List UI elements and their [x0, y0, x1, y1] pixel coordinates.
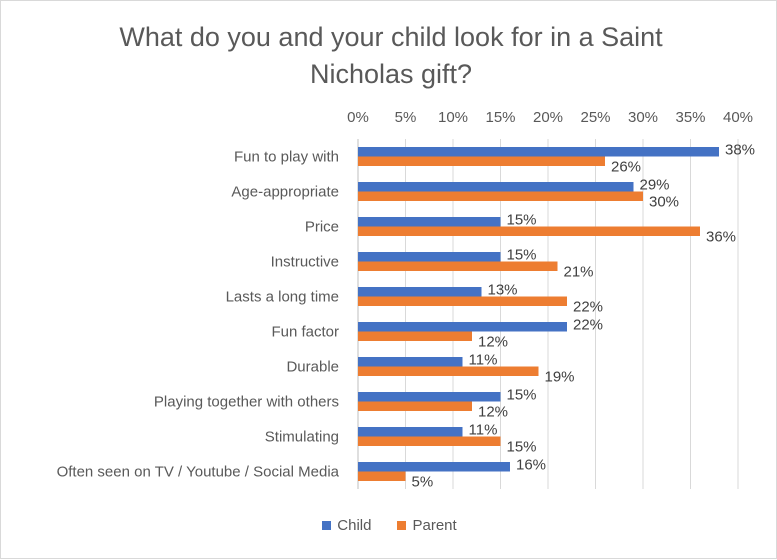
- x-tick-label: 15%: [485, 109, 515, 126]
- bar-child: [358, 322, 567, 332]
- data-label-child: 15%: [507, 387, 537, 404]
- chart-title: What do you and your child look for in a…: [119, 22, 663, 89]
- data-label-parent: 22%: [573, 299, 603, 316]
- bar-parent: [358, 366, 539, 376]
- legend-label-child: Child: [337, 517, 372, 534]
- bar-child: [358, 147, 719, 157]
- category-label: Playing together with others: [154, 394, 339, 411]
- bar-parent: [358, 226, 700, 236]
- data-label-child: 11%: [469, 422, 498, 439]
- data-label-parent: 12%: [478, 334, 508, 351]
- bar-parent: [358, 156, 605, 166]
- data-label-parent: 19%: [545, 369, 575, 386]
- category-label: Age-appropriate: [231, 184, 339, 201]
- category-label: Lasts a long time: [226, 289, 339, 306]
- x-tick-label: 10%: [438, 109, 468, 126]
- bar-parent: [358, 296, 567, 306]
- bar-child: [358, 182, 634, 192]
- bar-child: [358, 392, 501, 402]
- bar-child: [358, 217, 501, 227]
- category-label: Price: [305, 219, 339, 236]
- data-label-parent: 36%: [706, 229, 736, 246]
- category-label: Often seen on TV / Youtube / Social Medi…: [57, 464, 340, 481]
- category-label: Fun factor: [271, 324, 339, 341]
- bar-parent: [358, 261, 558, 271]
- bar-child: [358, 357, 463, 367]
- bar-parent: [358, 191, 643, 201]
- bar-child: [358, 462, 510, 472]
- data-label-parent: 21%: [564, 264, 594, 281]
- legend-swatch-child: [322, 521, 332, 530]
- data-label-child: 15%: [507, 212, 537, 229]
- bar-child: [358, 252, 501, 262]
- legend: Child Parent: [1, 517, 777, 534]
- x-tick-label: 40%: [723, 109, 753, 126]
- legend-swatch-parent: [397, 521, 407, 530]
- data-label-child: 15%: [507, 247, 537, 264]
- data-label-parent: 12%: [478, 404, 508, 421]
- x-tick-label: 0%: [347, 109, 369, 126]
- category-label: Durable: [286, 359, 339, 376]
- x-tick-label: 35%: [675, 109, 705, 126]
- legend-label-parent: Parent: [412, 517, 457, 534]
- data-label-child: 22%: [573, 317, 603, 334]
- data-label-parent: 5%: [412, 474, 434, 491]
- data-label-parent: 26%: [611, 159, 641, 176]
- data-label-parent: 30%: [649, 194, 679, 211]
- category-label: Instructive: [271, 254, 339, 271]
- data-label-child: 13%: [488, 282, 518, 299]
- bar-parent: [358, 401, 472, 411]
- bar-child: [358, 287, 482, 297]
- data-label-child: 16%: [516, 457, 546, 474]
- x-tick-label: 20%: [533, 109, 563, 126]
- data-label-parent: 15%: [507, 439, 537, 456]
- bar-child: [358, 427, 463, 437]
- legend-item-child: Child: [322, 517, 371, 534]
- x-tick-label: 5%: [395, 109, 417, 126]
- bar-parent: [358, 331, 472, 341]
- category-label: Stimulating: [265, 429, 339, 446]
- x-tick-label: 30%: [628, 109, 658, 126]
- bar-parent: [358, 436, 501, 446]
- data-label-child: 11%: [469, 352, 498, 369]
- x-tick-label: 25%: [580, 109, 610, 126]
- legend-item-parent: Parent: [397, 517, 457, 534]
- category-label: Fun to play with: [234, 149, 339, 166]
- data-label-child: 38%: [725, 142, 755, 159]
- data-label-child: 29%: [640, 177, 670, 194]
- bar-parent: [358, 471, 406, 481]
